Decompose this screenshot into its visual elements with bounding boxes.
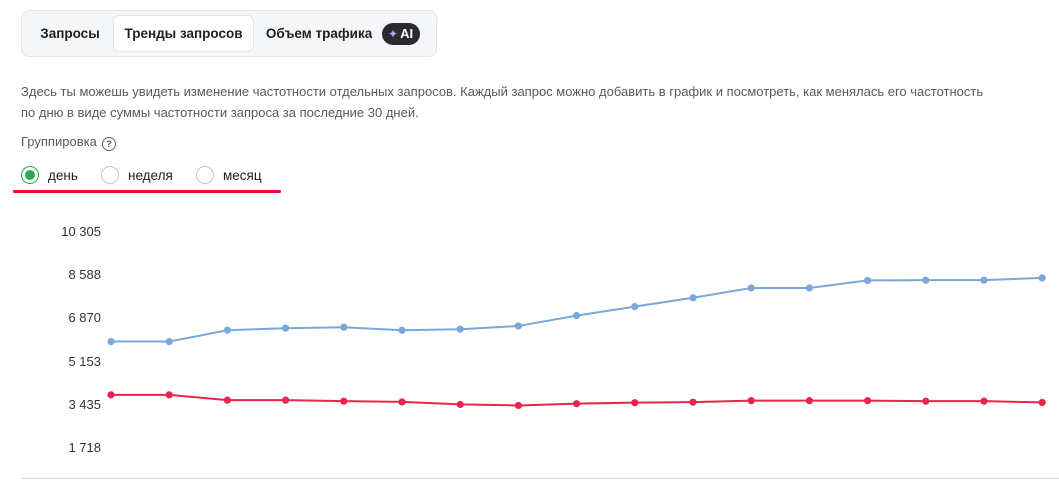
data-point-1-1[interactable] bbox=[165, 391, 173, 399]
radio-month-circle[interactable] bbox=[196, 166, 214, 184]
ai-badge-label: AI bbox=[400, 26, 414, 42]
data-point-0-1[interactable] bbox=[165, 337, 173, 346]
radio-week-label: неделя bbox=[128, 168, 173, 183]
tab-query-trends-label: Тренды запросов bbox=[124, 26, 243, 41]
data-point-0-4[interactable] bbox=[340, 323, 348, 331]
y-tick-label: 8 588 bbox=[68, 267, 101, 283]
data-point-0-8[interactable] bbox=[573, 312, 581, 320]
tab-query-trends[interactable]: Тренды запросов bbox=[113, 15, 254, 52]
data-point-1-0[interactable] bbox=[107, 391, 115, 399]
data-point-0-14[interactable] bbox=[922, 276, 930, 284]
tab-queries[interactable]: Запросы bbox=[26, 15, 114, 52]
radio-day-circle[interactable] bbox=[21, 166, 39, 184]
data-point-0-10[interactable] bbox=[689, 294, 697, 302]
question-circle-icon[interactable]: ? bbox=[101, 137, 116, 151]
radio-week-circle[interactable] bbox=[101, 166, 119, 184]
data-point-1-8[interactable] bbox=[573, 400, 581, 408]
tab-queries-label: Запросы bbox=[40, 26, 100, 41]
description-line-1: Здесь ты можешь увидеть изменение частот… bbox=[21, 84, 984, 99]
series-line-0 bbox=[111, 276, 1043, 343]
y-tick-label: 3 435 bbox=[68, 396, 101, 412]
sparkle-icon: ✦ bbox=[388, 27, 399, 42]
data-point-1-14[interactable] bbox=[922, 397, 930, 405]
grouping-label-text: Группировка bbox=[21, 134, 97, 149]
tab-traffic-volume-label: Объем трафика bbox=[265, 26, 373, 41]
data-point-0-12[interactable] bbox=[805, 284, 814, 292]
data-point-0-13[interactable] bbox=[864, 276, 872, 285]
y-tick-label: 5 153 bbox=[68, 353, 101, 369]
data-point-1-6[interactable] bbox=[456, 400, 464, 409]
tab-traffic-volume[interactable]: Объем трафика ✦ AI bbox=[257, 15, 429, 52]
data-point-0-11[interactable] bbox=[747, 284, 755, 292]
radio-month-label: месяц bbox=[223, 168, 262, 183]
data-point-0-0[interactable] bbox=[107, 337, 115, 346]
y-tick-label: 6 870 bbox=[68, 310, 101, 326]
data-point-0-16[interactable] bbox=[1038, 274, 1046, 282]
selection-underline bbox=[13, 190, 281, 193]
data-point-0-15[interactable] bbox=[980, 276, 988, 284]
data-point-1-12[interactable] bbox=[805, 397, 814, 405]
data-point-0-9[interactable] bbox=[631, 302, 639, 311]
data-point-1-15[interactable] bbox=[980, 397, 988, 405]
data-point-1-7[interactable] bbox=[514, 401, 523, 410]
data-point-1-5[interactable] bbox=[398, 398, 406, 406]
description-line-2: по дню в виде суммы частотности запроса … bbox=[21, 105, 419, 120]
data-point-1-3[interactable] bbox=[282, 396, 290, 404]
data-point-0-7[interactable] bbox=[514, 322, 523, 330]
data-point-1-9[interactable] bbox=[631, 399, 639, 407]
ai-badge: ✦ AI bbox=[382, 23, 421, 46]
tab-bar: Запросы Тренды запросов Объем трафика ✦ A… bbox=[21, 10, 437, 57]
grouping-label: Группировка? bbox=[21, 134, 116, 151]
data-point-0-2[interactable] bbox=[223, 326, 231, 334]
description: Здесь ты можешь увидеть изменение частот… bbox=[21, 81, 1059, 123]
data-point-0-5[interactable] bbox=[398, 326, 406, 334]
data-point-1-13[interactable] bbox=[864, 397, 872, 405]
y-tick-label: 1 718 bbox=[68, 440, 101, 455]
data-point-1-16[interactable] bbox=[1038, 398, 1046, 407]
data-point-1-2[interactable] bbox=[223, 396, 231, 404]
radio-day-label: день bbox=[48, 168, 78, 183]
data-point-0-3[interactable] bbox=[282, 324, 290, 332]
data-point-1-4[interactable] bbox=[340, 397, 348, 405]
y-tick-label: 10 305 bbox=[61, 224, 101, 239]
data-point-1-11[interactable] bbox=[747, 397, 755, 405]
data-point-1-10[interactable] bbox=[689, 398, 697, 406]
data-point-0-6[interactable] bbox=[456, 325, 464, 333]
x-axis-line bbox=[21, 478, 1059, 479]
